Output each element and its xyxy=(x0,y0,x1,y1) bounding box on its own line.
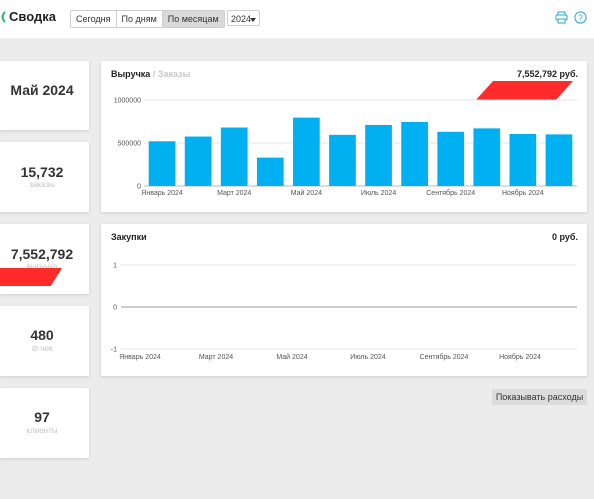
x-tick-label: Сентябрь 2024 xyxy=(426,189,475,197)
y-tick-label: 1 xyxy=(113,263,117,270)
clients-value: 97 xyxy=(34,409,50,425)
purchases-panel-title: Закупки xyxy=(111,232,147,242)
x-tick-label: Ноябрь 2024 xyxy=(499,353,541,361)
revenue-panel: Выручка / Заказы 7,552,792 руб. 0 500000 1… xyxy=(101,61,587,212)
revenue-chart: 0 500000 1000000 Январь 2024 Март 2024 Май 20… xyxy=(114,98,577,197)
y-tick-label: 0 xyxy=(137,184,141,191)
revenue-bar xyxy=(220,127,248,186)
orders-value: 15,732 xyxy=(20,164,64,180)
x-tick-label: Май 2024 xyxy=(276,353,307,361)
revenue-total: 7,552,792 руб. xyxy=(517,69,578,79)
y-tick-label: -1 xyxy=(111,347,117,354)
tab-separator: / xyxy=(150,69,158,79)
avg-check-value: 480 xyxy=(30,327,54,343)
month-value: Май 2024 xyxy=(10,82,74,98)
orders-tab[interactable]: Заказы xyxy=(157,69,191,79)
year-select-value: 2024 xyxy=(231,14,252,24)
revenue-bar xyxy=(148,141,176,186)
y-tick-label: 500000 xyxy=(118,141,141,148)
x-tick-label: Март 2024 xyxy=(217,190,251,197)
x-tick-label: Январь 2024 xyxy=(141,190,183,197)
caret-down-icon xyxy=(250,18,256,22)
purchases-chart: -1 0 1 Январь 2024 Март 2024 Май 2024 Июль 202… xyxy=(111,263,577,361)
period-by-days-button[interactable]: По дням xyxy=(116,11,163,27)
month-card: Май 2024 xyxy=(0,61,89,130)
x-tick-label: Ноябрь 2024 xyxy=(502,189,544,197)
print-icon[interactable] xyxy=(555,11,568,24)
x-tick-label: Январь 2024 xyxy=(119,354,161,361)
page-title: Сводка xyxy=(9,9,56,24)
revenue-bar xyxy=(545,134,573,186)
revenue-bar xyxy=(401,121,428,186)
revenue-bar xyxy=(293,117,320,186)
y-tick-label: 1000000 xyxy=(114,98,141,105)
period-by-months-button[interactable]: По месяцам xyxy=(162,11,224,27)
help-icon[interactable]: ? xyxy=(574,11,587,24)
orders-label: заказы xyxy=(29,180,55,189)
orders-card: 15,732 заказы xyxy=(0,142,89,212)
purchases-panel: Закупки 0 руб. -1 0 1 Январь 2024 Март 2024 М… xyxy=(101,224,587,376)
avg-check-card: 480 ⊘ чек xyxy=(0,306,89,376)
revenue-bar xyxy=(437,131,465,186)
x-tick-label: Сентябрь 2024 xyxy=(420,353,469,361)
show-expenses-button[interactable]: Показывать расходы xyxy=(492,389,587,405)
clients-card: 97 клиенты xyxy=(0,388,89,458)
revenue-bar xyxy=(365,124,392,186)
revenue-bar xyxy=(473,128,501,186)
revenue-label: выручка xyxy=(26,262,58,271)
revenue-bar xyxy=(184,136,212,186)
revenue-bar xyxy=(256,157,284,186)
y-tick-label: 0 xyxy=(113,305,117,312)
purchases-total: 0 руб. xyxy=(552,232,578,242)
period-today-button[interactable]: Сегодня xyxy=(71,11,117,27)
x-tick-label: Июль 2024 xyxy=(361,190,396,197)
avg-check-label: чек xyxy=(40,344,53,353)
clients-label: клиенты xyxy=(26,426,58,435)
svg-text:?: ? xyxy=(578,14,583,23)
avg-check-label-row: ⊘ чек xyxy=(0,344,84,353)
x-tick-label: Май 2024 xyxy=(291,189,322,197)
revenue-panel-title: Выручка / Заказы xyxy=(111,69,190,79)
year-select[interactable]: 2024 xyxy=(227,10,260,26)
revenue-bar xyxy=(509,133,537,186)
revenue-value: 7,552,792 xyxy=(10,246,74,262)
top-bar: Сводка Сегодня По дням По месяцам 2024 ? xyxy=(0,0,594,38)
x-tick-label: Март 2024 xyxy=(199,354,233,361)
revenue-tab[interactable]: Выручка xyxy=(111,69,151,79)
revenue-card: 7,552,792 выручка xyxy=(0,224,89,294)
period-switcher: Сегодня По дням По месяцам xyxy=(70,10,225,28)
x-tick-label: Июль 2024 xyxy=(350,354,385,361)
logo-icon xyxy=(1,11,6,23)
receipt-icon: ⊘ xyxy=(31,344,39,353)
revenue-bar xyxy=(329,134,356,186)
redaction-mark xyxy=(0,268,63,286)
